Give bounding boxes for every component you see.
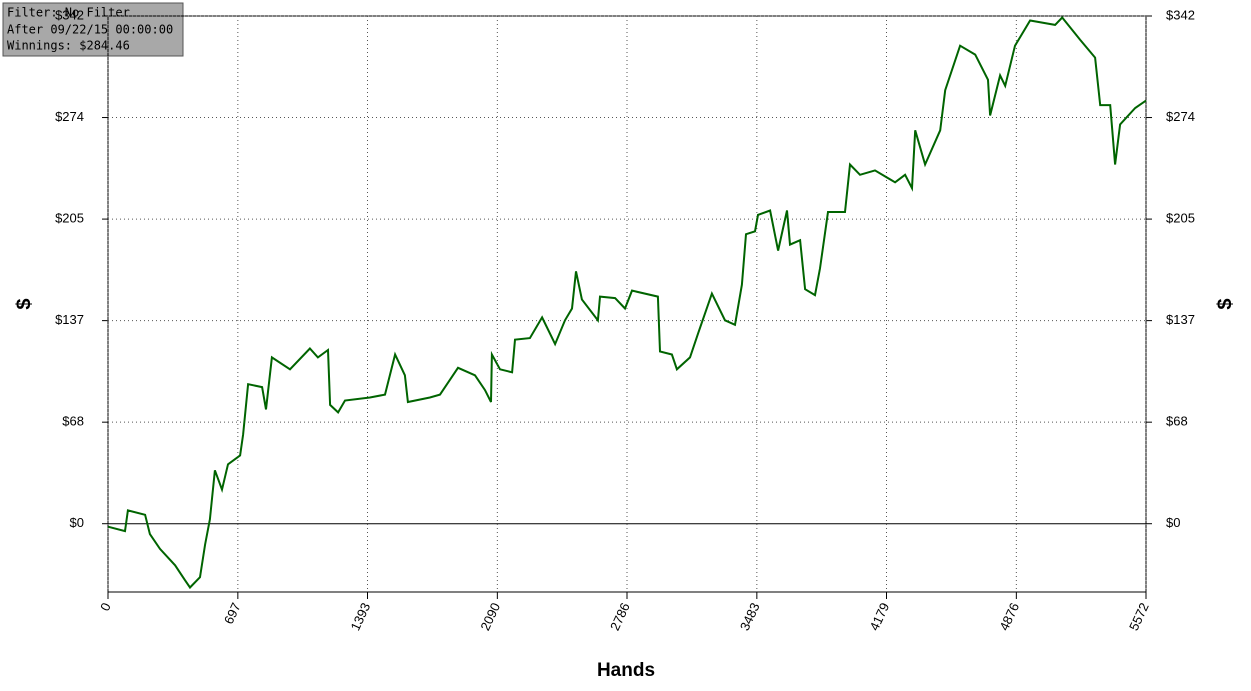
y2-tick-label: $0 — [1166, 515, 1180, 530]
y-tick-label: $274 — [55, 109, 84, 124]
info-box-bg — [2, 2, 184, 57]
y2-axis-label: $ — [1214, 298, 1236, 309]
x-tick-label: 2786 — [607, 600, 633, 633]
y-tick-label: $342 — [55, 7, 84, 22]
x-tick-label: 2090 — [477, 600, 503, 633]
y2-tick-label: $342 — [1166, 7, 1195, 22]
y-tick-label: $68 — [62, 414, 84, 429]
x-tick-label: 4876 — [996, 600, 1022, 633]
y-tick-label: $137 — [55, 312, 84, 327]
y2-tick-label: $137 — [1166, 312, 1195, 327]
y-tick-label: $205 — [55, 211, 84, 226]
x-tick-label: 697 — [221, 600, 244, 626]
y-tick-label: $0 — [70, 515, 84, 530]
info-after: After 09/22/15 00:00:00 — [7, 23, 173, 37]
info-winnings: Winnings: $284.46 — [7, 39, 130, 53]
x-tick-label: 4179 — [867, 600, 893, 633]
y-axis-label: $ — [13, 298, 35, 309]
x-tick-label: 1393 — [348, 600, 374, 633]
info-box: Filter: No Filter After 09/22/15 00:00:0… — [2, 2, 184, 57]
line-series — [107, 15, 1147, 590]
x-tick-label: 3483 — [737, 600, 763, 633]
y2-tick-label: $68 — [1166, 414, 1188, 429]
y2-tick-label: $205 — [1166, 211, 1195, 226]
info-filter: Filter: No Filter — [7, 6, 130, 20]
y2-tick-label: $274 — [1166, 109, 1195, 124]
x-axis-label: Hands — [597, 660, 655, 681]
x-tick-label: 0 — [97, 600, 114, 613]
x-tick-label: 5572 — [1126, 600, 1152, 633]
